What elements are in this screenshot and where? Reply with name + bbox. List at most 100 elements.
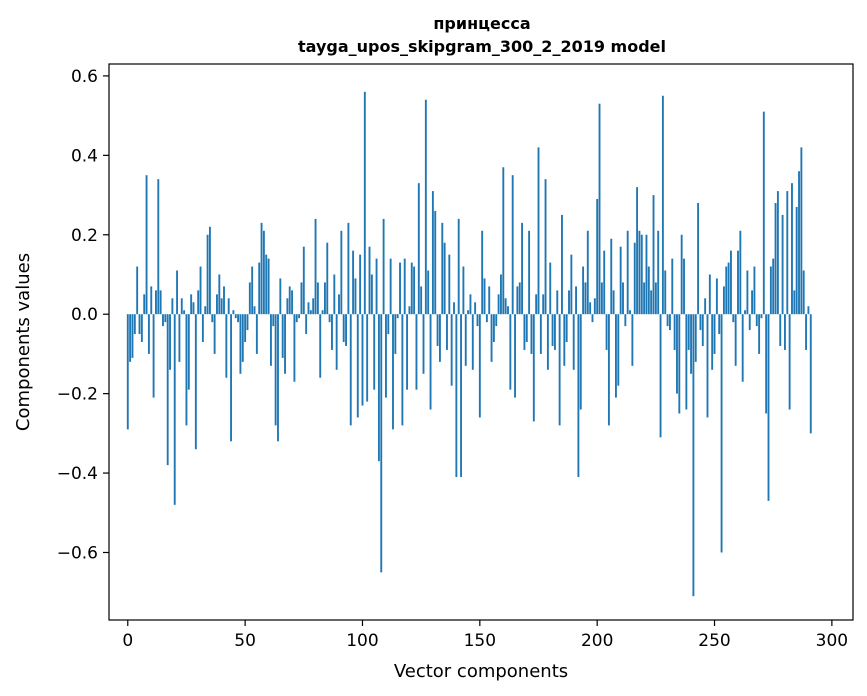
bar-219: [640, 234, 643, 315]
bar-59: [265, 254, 268, 315]
bar-165: [514, 314, 516, 398]
bar-133: [438, 314, 441, 362]
bar-0: [126, 314, 129, 430]
bar-122: [413, 266, 416, 315]
bar-45: [232, 310, 235, 315]
bar-258: [732, 314, 735, 323]
bar-46: [234, 314, 237, 319]
bar-128: [427, 270, 430, 315]
bar-204: [605, 314, 608, 350]
bar-43: [227, 298, 230, 315]
chart-title: принцесса: [433, 14, 530, 33]
bar-56: [258, 262, 261, 315]
bar-119: [406, 314, 409, 390]
bar-289: [805, 314, 807, 350]
bar-53: [251, 266, 254, 315]
bar-61: [270, 314, 272, 366]
bar-255: [725, 266, 728, 315]
bar-158: [497, 294, 500, 315]
bar-253: [720, 314, 723, 553]
bar-172: [530, 314, 533, 354]
x-tick-label-0: 0: [122, 631, 133, 651]
bar-34: [206, 234, 209, 315]
bar-29: [194, 314, 197, 450]
bar-164: [511, 175, 514, 315]
bar-203: [603, 250, 606, 315]
bar-148: [474, 302, 477, 315]
bar-282: [788, 314, 791, 410]
bar-116: [399, 262, 401, 315]
bar-142: [460, 314, 462, 478]
bar-273: [767, 314, 770, 501]
bar-247: [706, 314, 709, 418]
bar-57: [260, 222, 263, 315]
bar-93: [345, 314, 347, 346]
bar-245: [701, 314, 704, 346]
bar-98: [356, 314, 359, 418]
bar-186: [563, 314, 566, 366]
bar-206: [610, 238, 613, 315]
bar-184: [558, 314, 561, 426]
bar-36: [211, 314, 214, 323]
bar-260: [737, 250, 739, 315]
bar-276: [774, 203, 777, 315]
bar-120: [408, 306, 411, 315]
bar-64: [277, 314, 279, 442]
bar-288: [802, 270, 805, 315]
bar-230: [666, 314, 669, 327]
bar-154: [488, 286, 491, 315]
bar-185: [561, 214, 563, 315]
bar-94: [347, 222, 350, 315]
bar-88: [333, 274, 336, 315]
bar-153: [485, 314, 488, 323]
bar-113: [392, 314, 394, 430]
bar-279: [781, 214, 784, 315]
bar-24: [183, 310, 186, 315]
bar-90: [338, 294, 340, 315]
bar-75: [302, 246, 305, 315]
bar-190: [572, 314, 575, 370]
bar-175: [537, 147, 540, 315]
bar-62: [272, 314, 275, 327]
bar-197: [589, 302, 592, 315]
bar-73: [298, 314, 301, 319]
bar-18: [169, 314, 171, 370]
bar-177: [542, 294, 545, 315]
bar-176: [539, 314, 542, 354]
bar-237: [683, 258, 685, 315]
bar-250: [713, 314, 716, 354]
bar-19: [171, 298, 174, 315]
bar-151: [481, 230, 484, 315]
bar-126: [422, 314, 425, 374]
bar-6: [140, 314, 143, 342]
bar-192: [577, 314, 580, 478]
bar-278: [779, 314, 782, 346]
bar-26: [187, 314, 190, 390]
bars-group: [126, 91, 812, 597]
bar-68: [286, 298, 289, 315]
bar-66: [281, 314, 284, 358]
bar-274: [769, 266, 772, 315]
bar-15: [162, 314, 164, 327]
bar-28: [192, 302, 195, 315]
bar-173: [532, 314, 535, 422]
bar-109: [382, 218, 385, 315]
bar-234: [676, 314, 678, 394]
bar-182: [553, 314, 556, 350]
bar-201: [598, 103, 601, 315]
bar-232: [671, 258, 674, 315]
bar-71: [293, 314, 296, 382]
bar-39: [218, 274, 221, 315]
bar-55: [255, 314, 258, 354]
y-tick-label-3: 0.0: [71, 305, 98, 325]
bar-23: [180, 298, 183, 315]
bar-191: [575, 286, 577, 315]
y-tick-label-1: −0.4: [57, 464, 98, 484]
bar-114: [394, 314, 397, 354]
bar-287: [800, 147, 803, 315]
bar-145: [467, 310, 470, 315]
bar-251: [715, 278, 718, 315]
bar-95: [349, 314, 352, 426]
bar-123: [415, 314, 418, 390]
